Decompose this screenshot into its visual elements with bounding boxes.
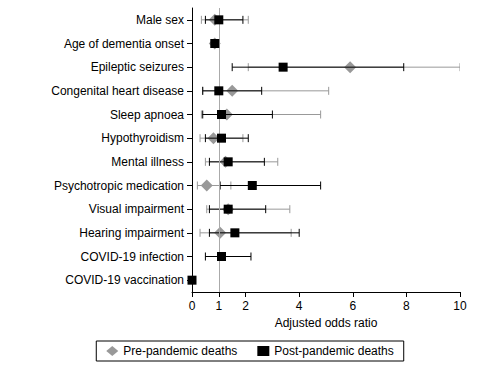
svg-text:Pre-pandemic deaths: Pre-pandemic deaths	[123, 344, 237, 358]
svg-text:Hearing impairment: Hearing impairment	[79, 226, 184, 240]
svg-text:Visual impairment: Visual impairment	[89, 202, 185, 216]
svg-text:8: 8	[403, 299, 410, 313]
svg-text:4: 4	[296, 299, 303, 313]
svg-text:1: 1	[215, 299, 222, 313]
svg-text:Hypothyroidism: Hypothyroidism	[101, 131, 184, 145]
svg-text:Congenital heart disease: Congenital heart disease	[51, 84, 184, 98]
svg-text:2: 2	[242, 299, 249, 313]
svg-text:Male sex: Male sex	[136, 13, 184, 27]
svg-text:Sleep apnoea: Sleep apnoea	[110, 108, 184, 122]
svg-text:Age of dementia onset: Age of dementia onset	[64, 37, 185, 51]
svg-text:Adjusted odds ratio: Adjusted odds ratio	[275, 316, 378, 330]
svg-text:Post-pandemic deaths: Post-pandemic deaths	[274, 344, 393, 358]
svg-text:Mental illness: Mental illness	[111, 155, 184, 169]
svg-text:COVID-19 infection: COVID-19 infection	[81, 250, 184, 264]
svg-text:6: 6	[349, 299, 356, 313]
svg-text:Psychotropic medication: Psychotropic medication	[54, 179, 184, 193]
svg-text:10: 10	[453, 299, 467, 313]
svg-text:0: 0	[189, 299, 196, 313]
svg-text:Epileptic seizures: Epileptic seizures	[91, 60, 184, 74]
svg-text:COVID-19 vaccination: COVID-19 vaccination	[65, 273, 184, 287]
